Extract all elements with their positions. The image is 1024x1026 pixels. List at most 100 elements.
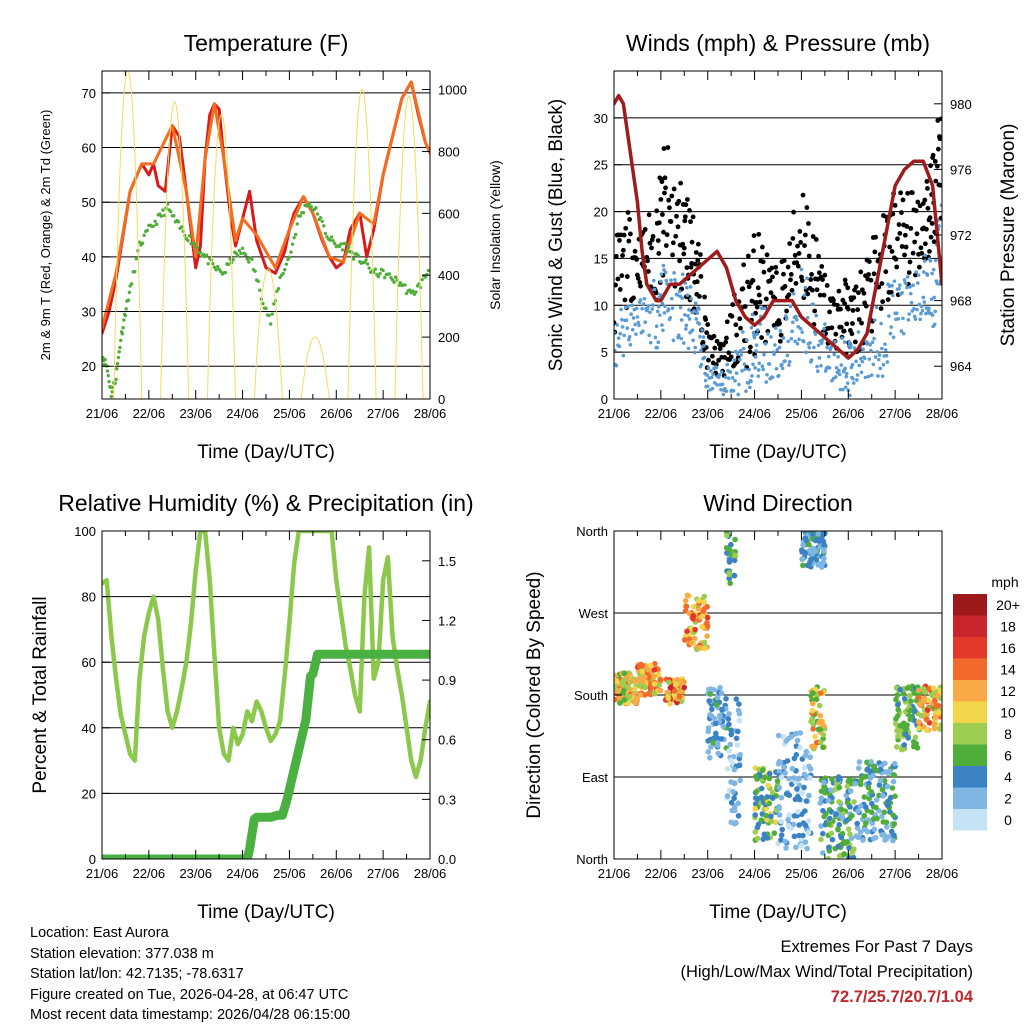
direction-point	[935, 702, 942, 709]
direction-point	[931, 725, 938, 732]
wind-point	[896, 317, 901, 321]
dewpoint-dot	[276, 287, 281, 291]
direction-chart: 21/06 22/06 23/06 24/06 25/06 26/06 27/06 28/06…	[524, 490, 1020, 923]
dewpoint-dot	[320, 219, 324, 224]
gust-point	[900, 197, 906, 203]
direction-point	[761, 831, 768, 838]
direction-point	[657, 687, 664, 694]
wind-point	[905, 285, 909, 290]
direction-point	[667, 701, 673, 707]
wind-point	[731, 388, 736, 393]
direction-point	[786, 812, 793, 818]
direction-point	[768, 818, 775, 825]
wind-point	[777, 345, 782, 350]
gust-point	[733, 322, 739, 328]
dewpoint-dot	[114, 377, 118, 382]
wind-point	[843, 385, 848, 390]
wind-point	[901, 316, 905, 321]
wind-point	[902, 278, 907, 282]
wind-point	[679, 336, 683, 341]
direction-point	[861, 826, 868, 833]
gust-point	[756, 292, 762, 298]
dewpoint-dot	[333, 241, 337, 246]
wind-point	[881, 362, 886, 367]
dewpoint-dot	[367, 266, 371, 270]
direction-point	[615, 688, 622, 694]
direction-point	[766, 800, 773, 807]
direction-point	[821, 813, 827, 820]
direction-point	[796, 832, 802, 839]
direction-point	[862, 774, 869, 780]
gust-point	[795, 263, 801, 269]
wind-point	[819, 341, 824, 345]
direction-point	[891, 821, 898, 827]
dewpoint-dot	[290, 242, 295, 246]
dewpoint-dot	[105, 369, 110, 373]
dewpoint-dot	[414, 290, 418, 294]
direction-point	[844, 799, 851, 806]
direction-point	[912, 734, 919, 741]
direction-point	[809, 707, 816, 714]
dewpoint-dot	[261, 301, 265, 306]
wind-point	[783, 359, 787, 363]
direction-point	[881, 809, 888, 816]
direction-point	[729, 807, 735, 814]
direction-point	[793, 730, 799, 737]
gust-point	[704, 330, 710, 336]
direction-point	[873, 797, 880, 803]
wind-point	[742, 362, 747, 366]
gust-point	[678, 180, 684, 186]
direction-point	[725, 716, 732, 722]
direction-point	[801, 764, 808, 771]
wind-point	[744, 389, 748, 393]
gust-point	[631, 295, 636, 301]
dewpoint-dot	[411, 289, 415, 293]
wind-point	[912, 314, 917, 319]
gust-point	[844, 321, 850, 327]
direction-point	[908, 698, 914, 704]
direction-point	[890, 778, 897, 785]
y2-tick-label: 964	[950, 359, 972, 374]
wind-point	[703, 378, 708, 383]
direction-point	[791, 813, 798, 819]
chart-title: Wind Direction	[703, 490, 853, 516]
direction-point	[730, 788, 736, 795]
wind-point	[733, 379, 737, 383]
gust-point	[688, 264, 694, 270]
x-tick-label: 23/06	[691, 406, 724, 421]
direction-point	[815, 562, 821, 568]
gust-point	[842, 277, 848, 283]
wind-point	[658, 313, 662, 317]
gust-point	[899, 244, 905, 249]
gust-point	[666, 197, 672, 203]
direction-point	[706, 754, 713, 761]
gust-point	[665, 145, 671, 150]
x-tick-label: 26/06	[832, 406, 865, 421]
y2-tick-label: 972	[950, 228, 972, 243]
wind-point	[624, 318, 629, 322]
series-line	[102, 649, 430, 859]
wind-point	[654, 324, 659, 328]
dewpoint-dot	[142, 233, 146, 237]
wind-point	[844, 371, 849, 376]
y-tick-label: 60	[82, 141, 96, 156]
direction-point	[854, 825, 861, 831]
direction-point	[651, 690, 657, 696]
dewpoint-dot	[106, 373, 110, 378]
wind-point	[681, 341, 686, 345]
direction-point	[645, 690, 652, 697]
wind-point	[909, 300, 914, 305]
gust-point	[789, 287, 795, 293]
gust-point	[628, 231, 633, 237]
direction-point	[849, 812, 855, 819]
gust-point	[869, 328, 875, 334]
direction-point	[880, 792, 886, 799]
direction-point	[843, 817, 850, 824]
wind-point	[791, 291, 796, 296]
gust-point	[896, 222, 902, 227]
wind-point	[919, 311, 923, 316]
gust-point	[645, 269, 651, 274]
solar-peak	[253, 268, 283, 399]
x-tick-label: 25/06	[785, 866, 818, 881]
x-tick-label: 25/06	[273, 866, 306, 881]
